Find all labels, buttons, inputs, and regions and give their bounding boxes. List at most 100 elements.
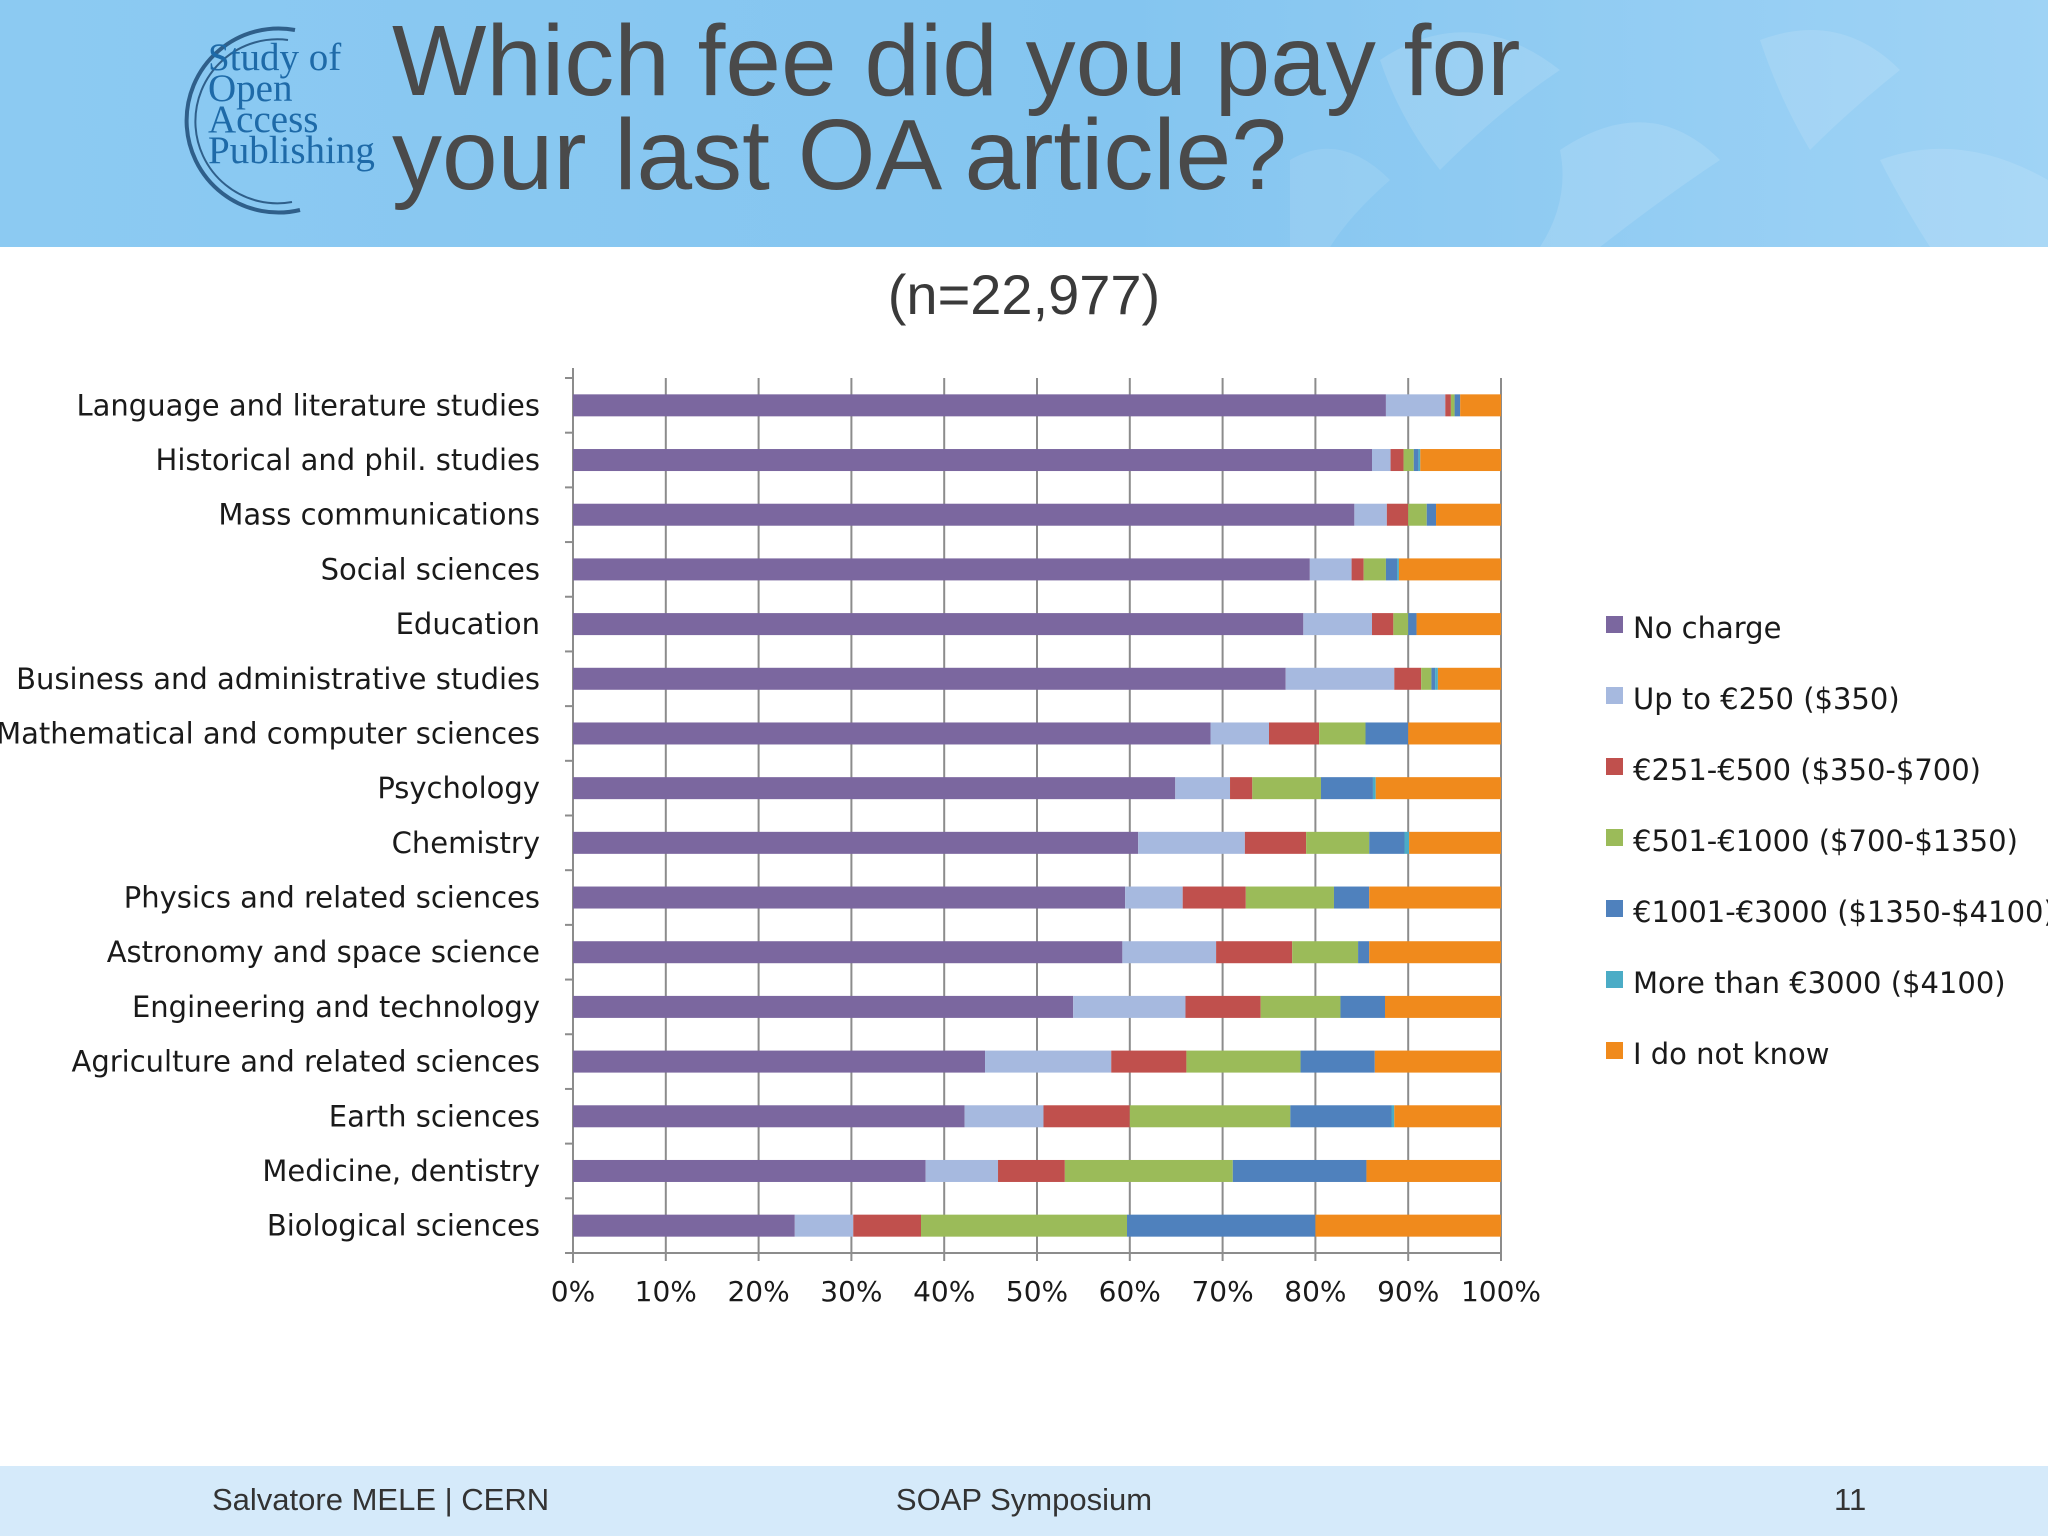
- header-background-shapes: [1290, 30, 2048, 247]
- category-label: Engineering and technology: [132, 990, 540, 1024]
- x-tick-label: 60%: [1099, 1275, 1161, 1308]
- bar-segment: [573, 667, 1286, 690]
- bar-segment: [1292, 941, 1359, 964]
- bar-segment: [1418, 449, 1421, 472]
- bar-segment: [1230, 777, 1253, 800]
- bar-segment: [1408, 503, 1427, 526]
- bar-segment: [1319, 722, 1366, 745]
- bar-segment: [1420, 449, 1501, 472]
- legend-swatch: [1606, 687, 1623, 704]
- bar-segment: [1409, 831, 1501, 854]
- bar-segment: [1391, 1105, 1395, 1128]
- bar-segment: [573, 1050, 986, 1073]
- bar-segment: [1300, 1050, 1375, 1073]
- bar-segment: [1175, 777, 1231, 800]
- bar-segment: [1340, 995, 1385, 1018]
- bar-segment: [1372, 777, 1376, 800]
- x-tick-label: 20%: [727, 1275, 789, 1308]
- sample-size-subtitle: (n=22,977): [887, 263, 1161, 326]
- bar-segment: [1064, 1159, 1233, 1182]
- bar-segment: [1460, 394, 1501, 417]
- bar-segment: [985, 1050, 1112, 1073]
- logo-text: Study of Open Access Publishing: [208, 36, 375, 170]
- bar-segment: [1386, 503, 1409, 526]
- slide-title: Which fee did you pay for your last OA a…: [392, 5, 1642, 205]
- bar-segment: [1320, 777, 1373, 800]
- bar-segment: [1244, 831, 1307, 854]
- bar-segment: [1073, 995, 1186, 1018]
- category-label: Earth sciences: [329, 1099, 540, 1133]
- bar-segment: [1445, 394, 1451, 417]
- category-label: Astronomy and space science: [107, 935, 540, 969]
- bar-segment: [794, 1214, 854, 1237]
- x-tick-label: 90%: [1377, 1275, 1439, 1308]
- category-label: Education: [396, 607, 540, 641]
- legend-swatch: [1606, 1042, 1623, 1059]
- bar-segment: [573, 722, 1211, 745]
- bar-segment: [853, 1214, 921, 1237]
- bar-segment: [1366, 1159, 1501, 1182]
- bar-segment: [1252, 777, 1321, 800]
- x-tick-label: 10%: [635, 1275, 697, 1308]
- bar-segment: [573, 941, 1123, 964]
- bar-segment: [573, 613, 1304, 636]
- bar-segment: [573, 449, 1373, 472]
- logo-line-1: Study of: [208, 36, 342, 79]
- bar-segment: [1333, 886, 1370, 909]
- category-label: Social sciences: [321, 552, 540, 586]
- bar-segment: [573, 394, 1386, 417]
- bar-segment: [998, 1159, 1065, 1182]
- bar-segment: [1309, 558, 1352, 581]
- category-label: Physics and related sciences: [124, 881, 540, 915]
- bar-segment: [1436, 503, 1501, 526]
- bar-segment: [1393, 613, 1409, 636]
- bar-segment: [921, 1214, 1128, 1237]
- bar-segment: [1375, 777, 1501, 800]
- x-tick-label: 0%: [551, 1275, 595, 1308]
- x-tick-label: 30%: [820, 1275, 882, 1308]
- bar-segment: [1426, 503, 1437, 526]
- bar-segment: [1138, 831, 1245, 854]
- bar-segment: [573, 1214, 795, 1237]
- legend-swatch: [1606, 900, 1623, 917]
- bar-segment: [1431, 667, 1436, 690]
- footer-slide-number: 11: [1834, 1482, 1867, 1517]
- bar-segment: [1369, 941, 1501, 964]
- bar-segment: [573, 995, 1074, 1018]
- bar-segment: [1394, 667, 1422, 690]
- bar-segment: [964, 1105, 1044, 1128]
- x-tick-label: 80%: [1284, 1275, 1346, 1308]
- legend-label: More than €3000 ($4100): [1633, 966, 2006, 1000]
- category-label: Mass communications: [218, 498, 540, 532]
- bar-segment: [1394, 1105, 1501, 1128]
- bar-segment: [573, 558, 1310, 581]
- bar-segment: [1374, 1050, 1501, 1073]
- bar-segment: [1358, 941, 1370, 964]
- bar-segment: [1125, 886, 1183, 909]
- bar-segment: [1111, 1050, 1187, 1073]
- bar-segment: [1385, 394, 1446, 417]
- slide-title-line-1: Which fee did you pay for: [392, 5, 1521, 117]
- bar-segment: [1129, 1105, 1291, 1128]
- bar-segment: [1122, 941, 1217, 964]
- bar-segment: [1454, 394, 1461, 417]
- category-label: Business and administrative studies: [16, 662, 540, 696]
- slide-header: Study of Open Access Publishing Which fe…: [0, 0, 2048, 247]
- bar-segment: [1385, 995, 1501, 1018]
- category-label: Historical and phil. studies: [156, 443, 540, 477]
- bar-segment: [1408, 722, 1501, 745]
- legend-label: €1001-€3000 ($1350-$4100): [1633, 895, 2048, 929]
- bar-segment: [1397, 558, 1399, 581]
- bar-segment: [1421, 667, 1432, 690]
- bar-segment: [1365, 722, 1409, 745]
- bar-segment: [573, 503, 1355, 526]
- x-tick-label: 100%: [1461, 1275, 1541, 1308]
- bar-segment: [1369, 831, 1405, 854]
- legend-label: Up to €250 ($350): [1633, 682, 1900, 716]
- bar-segment: [1398, 558, 1501, 581]
- bar-segment: [1435, 667, 1438, 690]
- bar-segment: [1354, 503, 1387, 526]
- x-tick-label: 40%: [913, 1275, 975, 1308]
- bar-segment: [1186, 1050, 1301, 1073]
- logo-line-2: Open: [208, 67, 293, 110]
